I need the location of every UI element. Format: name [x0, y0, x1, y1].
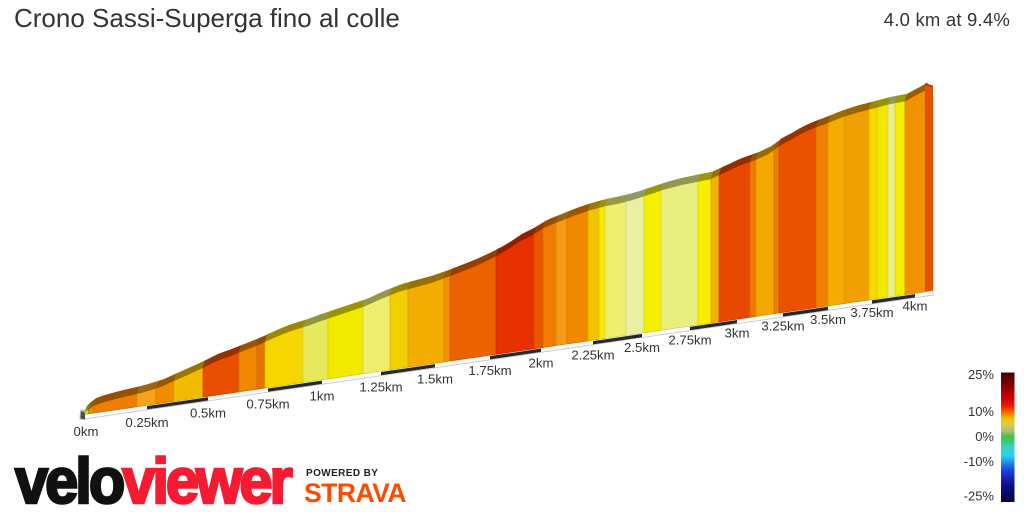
svg-text:2.75km: 2.75km — [668, 333, 711, 348]
svg-text:-10%: -10% — [964, 454, 995, 469]
svg-text:0.5km: 0.5km — [190, 406, 226, 421]
svg-text:2.5km: 2.5km — [624, 340, 660, 355]
svg-text:3.25km: 3.25km — [761, 319, 804, 334]
svg-text:3.75km: 3.75km — [850, 305, 893, 320]
svg-text:1.25km: 1.25km — [359, 380, 402, 395]
svg-text:1km: 1km — [310, 388, 335, 403]
svg-text:-25%: -25% — [964, 489, 995, 504]
svg-text:1.5km: 1.5km — [417, 371, 453, 386]
svg-text:4km: 4km — [903, 299, 928, 314]
svg-text:0.25km: 0.25km — [125, 415, 168, 430]
svg-text:3km: 3km — [725, 326, 750, 341]
svg-text:2.25km: 2.25km — [571, 347, 614, 362]
svg-text:25%: 25% — [968, 367, 994, 382]
svg-text:10%: 10% — [968, 404, 994, 419]
svg-text:1.75km: 1.75km — [468, 363, 511, 378]
svg-text:0km: 0km — [74, 424, 99, 439]
svg-text:3.5km: 3.5km — [810, 312, 846, 327]
svg-text:0.75km: 0.75km — [246, 397, 289, 412]
svg-text:2km: 2km — [529, 355, 554, 370]
svg-text:0%: 0% — [975, 429, 994, 444]
